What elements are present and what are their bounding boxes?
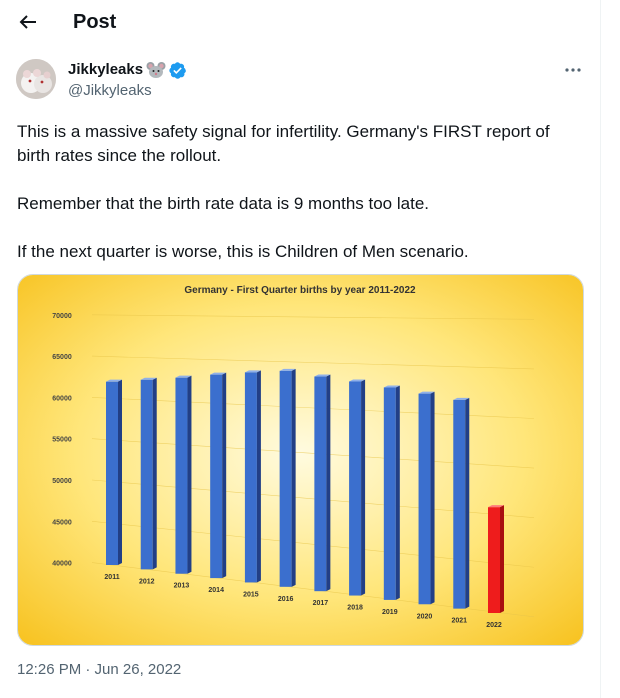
verified-check-icon[interactable] bbox=[168, 61, 187, 80]
bar-side bbox=[465, 397, 470, 609]
page-title: Post bbox=[73, 11, 117, 33]
bar-side bbox=[500, 505, 504, 613]
x-tick-label: 2013 bbox=[174, 583, 190, 590]
bar-top bbox=[175, 375, 192, 378]
bar-front bbox=[349, 381, 362, 596]
y-tick-label: 65000 bbox=[52, 354, 72, 361]
x-tick-label: 2018 bbox=[347, 605, 363, 612]
x-tick-label: 2016 bbox=[278, 596, 294, 603]
chart-title: Germany - First Quarter births by year 2… bbox=[184, 285, 416, 296]
bar-front bbox=[418, 393, 431, 605]
bar-side bbox=[430, 391, 435, 605]
bar-top bbox=[244, 370, 261, 373]
bar-top bbox=[453, 397, 470, 400]
bar-2013 bbox=[175, 375, 192, 574]
x-tick-label: 2011 bbox=[104, 574, 119, 581]
bar-top bbox=[488, 505, 504, 508]
bar-front bbox=[488, 507, 500, 613]
bar-side bbox=[187, 375, 192, 574]
x-tick-label: 2021 bbox=[451, 618, 467, 625]
bar-chart: Germany - First Quarter births by year 2… bbox=[18, 275, 583, 645]
bar-front bbox=[140, 379, 153, 570]
x-tick-label: 2019 bbox=[382, 609, 398, 616]
bar-2021 bbox=[453, 397, 470, 609]
arrow-left-icon[interactable] bbox=[16, 10, 40, 34]
bar-front bbox=[314, 376, 327, 592]
post-header: Post bbox=[0, 0, 600, 44]
tweet-media-image[interactable]: Germany - First Quarter births by year 2… bbox=[17, 274, 584, 646]
tweet-paragraph: Remember that the birth rate data is 9 m… bbox=[17, 194, 429, 213]
y-tick-label: 60000 bbox=[52, 395, 72, 402]
bar-side bbox=[291, 368, 296, 587]
y-tick-label: 45000 bbox=[52, 519, 72, 526]
bar-side bbox=[222, 372, 227, 579]
x-tick-label: 2014 bbox=[208, 587, 224, 594]
bar-side bbox=[118, 379, 122, 565]
bar-2020 bbox=[418, 391, 435, 605]
author-name[interactable]: Jikkyleaks bbox=[68, 61, 144, 78]
bar-front bbox=[279, 370, 292, 587]
bar-side bbox=[326, 374, 331, 592]
bar-top bbox=[106, 379, 122, 382]
chart-gridline bbox=[91, 314, 535, 320]
y-tick-label: 55000 bbox=[52, 437, 72, 444]
bar-top bbox=[210, 372, 227, 375]
post-timestamp[interactable]: 12:26 PM · Jun 26, 2022 bbox=[17, 661, 182, 678]
mouse-face-emoji bbox=[146, 62, 166, 78]
bar-2016 bbox=[279, 368, 296, 587]
avatar[interactable] bbox=[16, 59, 56, 99]
bar-front bbox=[210, 374, 223, 579]
x-tick-label: 2012 bbox=[139, 578, 155, 585]
chart-gridline bbox=[91, 355, 535, 370]
bar-front bbox=[383, 387, 396, 600]
y-tick-label: 50000 bbox=[52, 478, 72, 485]
x-tick-label: 2015 bbox=[243, 591, 259, 598]
bar-2014 bbox=[210, 372, 227, 579]
x-tick-label: 2017 bbox=[313, 600, 329, 607]
bar-2012 bbox=[140, 377, 157, 570]
bar-top bbox=[418, 391, 435, 394]
bar-top bbox=[349, 379, 366, 382]
tweet-text: This is a massive safety signal for infe… bbox=[17, 120, 587, 288]
bar-front bbox=[175, 377, 188, 574]
bar-2019 bbox=[383, 385, 400, 600]
bar-front bbox=[244, 372, 257, 583]
timeline-border bbox=[600, 0, 601, 698]
bar-top bbox=[279, 368, 296, 371]
bar-2011 bbox=[106, 379, 122, 565]
tweet-paragraph: This is a massive safety signal for infe… bbox=[17, 122, 550, 165]
bar-side bbox=[256, 370, 261, 583]
author-handle[interactable]: @Jikkyleaks bbox=[68, 82, 152, 99]
x-tick-label: 2020 bbox=[417, 613, 433, 620]
bar-side bbox=[152, 377, 157, 570]
bar-front bbox=[106, 381, 118, 565]
bar-top bbox=[140, 377, 157, 380]
tweet-paragraph: If the next quarter is worse, this is Ch… bbox=[17, 242, 469, 261]
more-horizontal-icon[interactable] bbox=[562, 62, 584, 78]
bar-2018 bbox=[349, 379, 366, 596]
y-tick-label: 40000 bbox=[52, 561, 72, 568]
bar-top bbox=[314, 374, 331, 377]
bar-side bbox=[395, 385, 400, 600]
y-tick-label: 70000 bbox=[52, 313, 72, 320]
bar-top bbox=[383, 385, 400, 388]
bar-side bbox=[361, 379, 366, 596]
bar-2017 bbox=[314, 374, 331, 592]
bar-front bbox=[453, 399, 466, 609]
avatar-image bbox=[16, 59, 56, 99]
x-tick-label: 2022 bbox=[486, 622, 502, 629]
bar-2022 bbox=[488, 505, 504, 613]
bar-2015 bbox=[244, 370, 261, 583]
